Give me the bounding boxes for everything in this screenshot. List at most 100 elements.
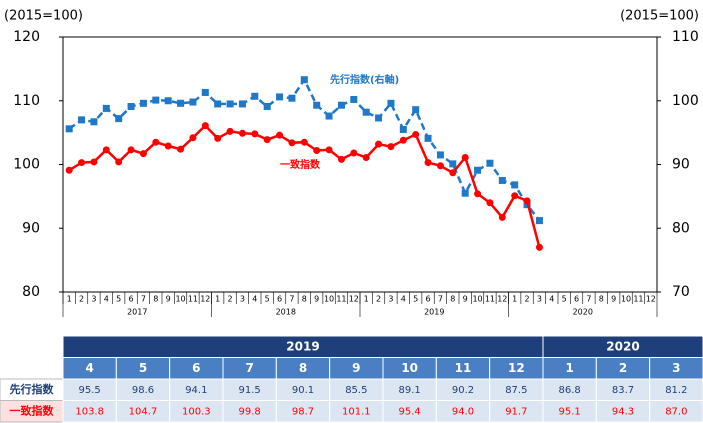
table-value: 91.7 bbox=[505, 406, 527, 417]
data-point bbox=[325, 112, 333, 120]
month-header: 2 bbox=[619, 361, 627, 375]
x-tick-label: 12 bbox=[200, 295, 210, 304]
data-point bbox=[189, 98, 197, 106]
x-tick-label: 12 bbox=[497, 295, 507, 304]
table-value: 87.0 bbox=[665, 406, 687, 417]
y-axis-label: (2015=100) bbox=[4, 9, 83, 24]
x-tick-label: 2 bbox=[376, 295, 381, 304]
data-point bbox=[300, 76, 308, 84]
data-point bbox=[511, 192, 519, 200]
data-point bbox=[152, 96, 160, 104]
y2-tick-label: 100 bbox=[672, 93, 699, 109]
data-point bbox=[226, 100, 234, 108]
y2-tick-label: 80 bbox=[672, 220, 690, 236]
month-header: 5 bbox=[139, 361, 147, 375]
data-point bbox=[412, 106, 420, 114]
x-tick-label: 6 bbox=[574, 295, 579, 304]
data-point bbox=[350, 149, 358, 157]
y-tick-label: 100 bbox=[13, 157, 40, 173]
data-point bbox=[90, 158, 98, 166]
month-header: 3 bbox=[672, 361, 680, 375]
table-value: 98.7 bbox=[292, 406, 314, 417]
data-point bbox=[164, 97, 172, 105]
y-tick-label: 80 bbox=[22, 284, 40, 300]
y2-tick-label: 110 bbox=[672, 29, 699, 45]
x-tick-label: 7 bbox=[586, 295, 591, 304]
x-tick-label: 8 bbox=[450, 295, 455, 304]
data-point bbox=[375, 114, 383, 122]
y-tick-label: 90 bbox=[22, 220, 40, 236]
x-tick-label: 1 bbox=[215, 295, 220, 304]
year-label: 2017 bbox=[127, 308, 147, 317]
series-label: 先行指数(右軸) bbox=[330, 73, 399, 86]
month-header: 7 bbox=[245, 361, 253, 375]
data-point bbox=[486, 199, 494, 207]
data-point bbox=[115, 158, 123, 166]
data-point bbox=[449, 169, 457, 177]
data-point bbox=[461, 189, 469, 197]
data-point bbox=[78, 116, 86, 124]
x-tick-label: 7 bbox=[289, 295, 294, 304]
month-header: 11 bbox=[455, 361, 472, 375]
table-value: 89.1 bbox=[399, 385, 421, 396]
data-point bbox=[177, 145, 185, 153]
x-tick-label: 6 bbox=[426, 295, 431, 304]
month-header: 9 bbox=[352, 361, 360, 375]
data-point bbox=[412, 131, 420, 139]
data-point bbox=[189, 134, 197, 142]
table-value: 91.5 bbox=[239, 385, 261, 396]
data-point bbox=[436, 162, 444, 170]
x-tick-label: 9 bbox=[314, 295, 319, 304]
data-point bbox=[313, 101, 321, 109]
x-tick-label: 2 bbox=[228, 295, 233, 304]
month-header: 6 bbox=[192, 361, 200, 375]
table-value: 90.1 bbox=[292, 385, 314, 396]
data-point bbox=[288, 94, 296, 102]
x-tick-label: 10 bbox=[621, 295, 631, 304]
data-point bbox=[238, 129, 246, 137]
table-value: 98.6 bbox=[132, 385, 154, 396]
month-header: 12 bbox=[508, 361, 525, 375]
x-tick-label: 8 bbox=[302, 295, 307, 304]
data-point bbox=[201, 122, 209, 130]
data-point bbox=[276, 131, 284, 139]
table-value: 100.3 bbox=[182, 406, 211, 417]
y2-axis-label: (2015=100) bbox=[620, 9, 699, 24]
data-point bbox=[214, 100, 222, 108]
table-value: 95.4 bbox=[399, 406, 421, 417]
data-point bbox=[127, 146, 135, 154]
row-label: 一致指数 bbox=[10, 403, 55, 417]
table-value: 85.5 bbox=[345, 385, 367, 396]
data-point bbox=[115, 115, 123, 123]
x-tick-label: 10 bbox=[472, 295, 482, 304]
x-tick-label: 9 bbox=[611, 295, 616, 304]
year-label: 2020 bbox=[573, 308, 593, 317]
data-point bbox=[251, 130, 259, 138]
x-tick-label: 7 bbox=[141, 295, 146, 304]
data-point bbox=[127, 102, 135, 110]
data-point bbox=[424, 159, 432, 167]
x-tick-label: 12 bbox=[349, 295, 359, 304]
data-point bbox=[78, 159, 86, 167]
x-tick-label: 5 bbox=[562, 295, 567, 304]
data-point bbox=[164, 142, 172, 150]
table-value: 94.1 bbox=[185, 385, 207, 396]
data-point bbox=[263, 102, 271, 110]
table-value: 95.5 bbox=[79, 385, 101, 396]
x-tick-label: 4 bbox=[252, 295, 257, 304]
data-point bbox=[238, 100, 246, 108]
table-value: 99.8 bbox=[239, 406, 261, 417]
data-point bbox=[337, 101, 345, 109]
data-point bbox=[325, 146, 333, 154]
x-tick-label: 11 bbox=[188, 295, 198, 304]
year-header: 2019 bbox=[286, 339, 319, 353]
series-label: 一致指数 bbox=[280, 158, 321, 171]
data-point bbox=[498, 213, 506, 221]
data-point bbox=[362, 153, 370, 161]
data-point bbox=[375, 140, 383, 148]
x-tick-label: 3 bbox=[91, 295, 96, 304]
data-point bbox=[449, 160, 457, 168]
data-point bbox=[486, 159, 494, 167]
table-value: 81.2 bbox=[665, 385, 687, 396]
x-tick-label: 4 bbox=[104, 295, 109, 304]
